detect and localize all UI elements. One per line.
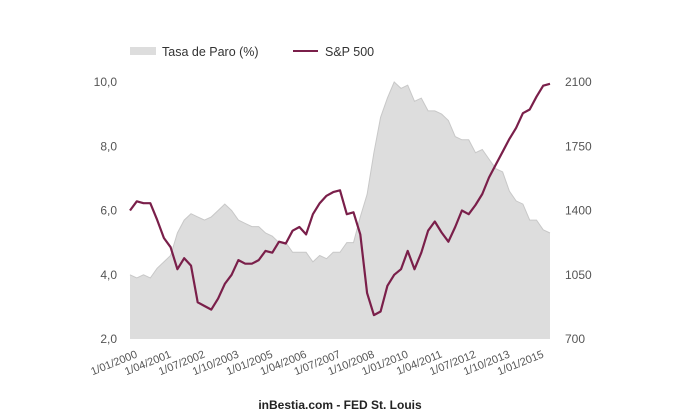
y-right-tick-label: 2100: [565, 75, 592, 89]
y-left-tick-label: 6,0: [100, 204, 117, 218]
y-right-tick-label: 1050: [565, 268, 592, 282]
y-right-tick-label: 1400: [565, 204, 592, 218]
y-left-tick-label: 8,0: [100, 139, 117, 153]
legend-swatch-unemployment: [130, 47, 156, 55]
legend-label-sp500: S&P 500: [325, 45, 374, 59]
source-label: inBestia.com - FED St. Louis: [258, 398, 422, 412]
x-axis: 1/01/20001/04/20011/07/20021/10/20031/01…: [89, 349, 545, 378]
unemployment-area: [130, 82, 550, 339]
y-left-tick-label: 10,0: [94, 75, 118, 89]
y-axis-right: 700 1050 1400 1750 2100: [565, 75, 592, 346]
sp500-line: [129, 82, 551, 317]
y-axis-left: 2,0 4,0 6,0 8,0 10,0: [94, 75, 118, 346]
legend: Tasa de Paro (%) S&P 500: [130, 45, 374, 59]
y-right-tick-label: 700: [565, 332, 585, 346]
plot-area: [129, 81, 551, 339]
unemployment-area-outline: [129, 81, 551, 279]
legend-label-unemployment: Tasa de Paro (%): [162, 45, 259, 59]
y-right-tick-label: 1750: [565, 139, 592, 153]
y-left-tick-label: 2,0: [100, 332, 117, 346]
y-left-tick-label: 4,0: [100, 268, 117, 282]
